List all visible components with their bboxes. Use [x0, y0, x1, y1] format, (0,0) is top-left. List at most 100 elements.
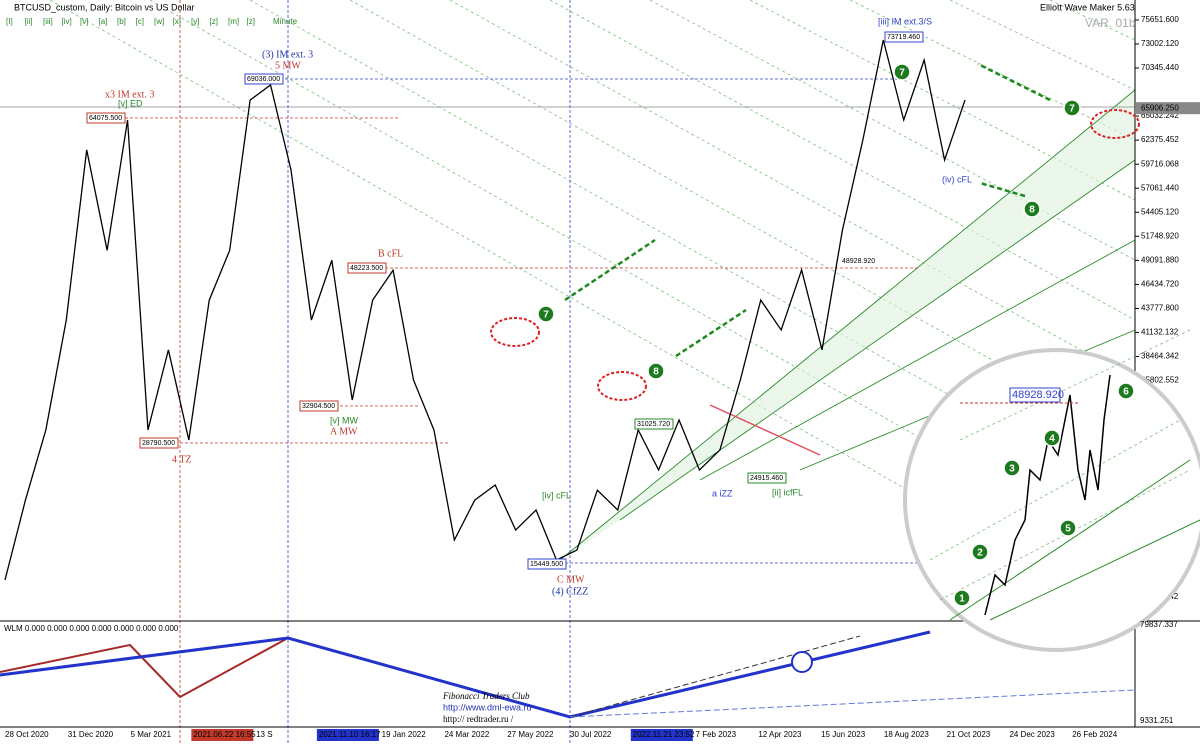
x-tick-label: 19 Jan 2022 [382, 730, 427, 739]
y-tick-label: 54405.120 [1141, 207, 1179, 216]
marker [1059, 519, 1077, 537]
marker [971, 543, 989, 561]
highlight-ellipse [490, 317, 540, 347]
credit: http:// redtrader.ru / [443, 714, 514, 724]
price-box-label: 48928.920 [842, 258, 875, 265]
y-tick-label: 38464.342 [1141, 352, 1179, 361]
highlight-ellipse [597, 371, 647, 401]
x-tick-highlight [316, 729, 379, 741]
marker-label: 7 [543, 310, 549, 321]
toolbar-button: [b] [117, 17, 126, 26]
marker-label: 7 [1069, 104, 1075, 115]
x-tick-label: 31 Dec 2020 [68, 730, 114, 739]
marker [647, 362, 665, 380]
marker [893, 63, 911, 81]
price-box-label: 24915.460 [750, 475, 783, 482]
y-tick-label: 57061.440 [1141, 183, 1179, 192]
toolbar-button: [m] [228, 17, 239, 26]
y-tick-label: 41132.132 [1141, 327, 1179, 336]
marker [1043, 429, 1061, 447]
x-tick-label: 30 Jul 2022 [570, 730, 612, 739]
marker-label: 2 [977, 548, 983, 559]
price-line [4, 39, 966, 581]
y-tick-label: 75651.600 [1141, 15, 1179, 24]
marker-label: 8 [1029, 205, 1035, 216]
annotation: (3) IM ext. 3 [262, 49, 313, 60]
indicator-axis: 79837.337 [1140, 620, 1178, 629]
toolbar-button: [iv] [62, 17, 72, 26]
price-box [139, 437, 179, 449]
y-tick-label: 51748.920 [1141, 231, 1179, 240]
toolbar-button: [v] [80, 17, 88, 26]
window-title: BTCUSD_custom, Daily: Bitcoin vs US Doll… [14, 2, 195, 12]
marker [537, 305, 555, 323]
x-tick-label: 2021.11.10 16:17 [319, 730, 381, 739]
annotation: B cFL [378, 248, 403, 259]
indicator-label: WLM 0.000 0.000 0.000 0.000 0.000 0.000 … [4, 624, 179, 633]
price-box-label: 15449.500 [530, 561, 563, 568]
toolbar-button: [I] [6, 17, 13, 26]
x-tick-label: 7 Feb 2023 [696, 730, 737, 739]
x-tick-highlight [191, 729, 254, 741]
x-tick-label: 27 May 2022 [507, 730, 554, 739]
price-box [884, 31, 924, 43]
price-boxes: 69036.000 64075.500 48223.500 32904.500 2879… [86, 31, 924, 570]
credit: Fibonacci Traders Club [442, 691, 530, 701]
price-box-label: 28790.500 [142, 440, 175, 447]
variant: VAR. 01b [1085, 16, 1136, 30]
marker [1063, 99, 1081, 117]
y-tick-label: 43777.800 [1141, 304, 1179, 313]
y-tick-label: 70345.440 [1141, 63, 1179, 72]
price-box-label: 73719.460 [887, 34, 920, 41]
x-tick-label: 2022.11.21 23:52 [633, 730, 695, 739]
price-box [634, 418, 674, 430]
annotation: x3 IM ext. 3 [105, 89, 154, 100]
current-price-box [1136, 102, 1200, 115]
arrow [675, 308, 747, 358]
toolbar-button: [x] [173, 17, 181, 26]
annotation: a iZZ [712, 488, 733, 498]
marker [1003, 459, 1021, 477]
marker [1117, 382, 1135, 400]
x-tick-highlight [630, 729, 693, 741]
annotations: (3) IM ext. 3 5 MW x3 IM ext. 3 [v] ED B… [105, 16, 972, 597]
x-tick-label: 18 Aug 2023 [884, 730, 929, 739]
indicator-axis: 9331.251 [1140, 716, 1174, 725]
toolbar-button: [iii] [43, 17, 53, 26]
price-box-label: 48223.500 [350, 265, 383, 272]
x-tick-label: 24 Dec 2023 [1009, 730, 1055, 739]
price-box-label: 69036.000 [247, 76, 280, 83]
x-tick-label: 13 S [256, 730, 272, 739]
annotation: (4) CfZZ [552, 586, 588, 597]
arrow [977, 62, 1051, 102]
toolbar-button: [ii] [25, 17, 33, 26]
x-tick-label: 5 Mar 2021 [131, 730, 172, 739]
toolbar-button: [y] [191, 17, 199, 26]
annotation: [ii] icfFL [772, 487, 803, 497]
x-tick-label: 28 Oct 2020 [5, 730, 49, 739]
annotation: 5 MW [275, 60, 301, 71]
marker-label: 3 [1009, 464, 1015, 475]
y-tick-label: 35802.552 [1141, 376, 1179, 385]
y-tick-label: 65032.242 [1141, 111, 1179, 120]
indicator [0, 630, 1136, 719]
price-box [299, 400, 339, 412]
annotation: 4 TZ [172, 454, 192, 465]
credit: http://www.dml-ewa.ru [443, 702, 532, 712]
price-box-label: 64075.500 [89, 115, 122, 122]
x-tick-label: 24 Mar 2022 [444, 730, 489, 739]
marker-label: 6 [1123, 387, 1129, 398]
marker-label: 5 [1065, 524, 1071, 535]
toolbar-button: Minute [273, 17, 298, 26]
toolbar-button: [z] [210, 17, 218, 26]
x-tick-label: 12 Apr 2023 [758, 730, 802, 739]
arrow [564, 238, 656, 302]
x-tick-label: 2021.06.22 16:55 [193, 730, 256, 739]
tool-name: Elliott Wave Maker 5.63 [1040, 2, 1135, 12]
highlight-ellipse [1090, 109, 1140, 139]
y-tick-label: 49091.880 [1141, 255, 1179, 264]
y-tick-label: 62375.452 [1141, 135, 1179, 144]
price-box [347, 262, 387, 274]
price-box [747, 472, 787, 484]
